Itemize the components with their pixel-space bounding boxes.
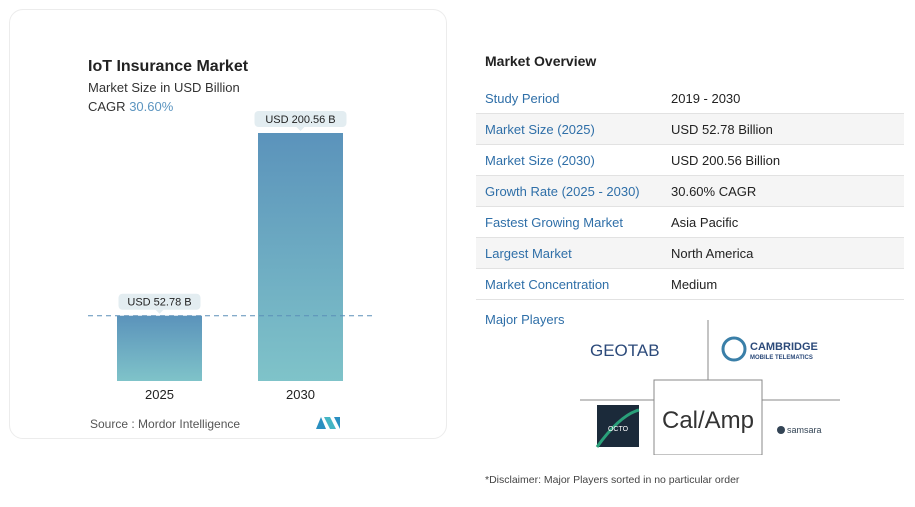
bar-2025	[117, 315, 202, 381]
data-label-pointer	[155, 309, 164, 314]
table-row: Study Period 2019 - 2030	[476, 83, 904, 114]
row-label: Growth Rate (2025 - 2030)	[485, 183, 640, 199]
row-value: 2019 - 2030	[671, 90, 741, 106]
cagr: CAGR 30.60%	[88, 99, 173, 114]
major-players-logos: GEOTAB CAMBRIDGE MOBILE TELEMATICS OCTO …	[580, 320, 840, 456]
major-players-label: Major Players	[485, 312, 565, 327]
data-label-bg	[118, 293, 201, 310]
octo-logo: OCTO	[608, 426, 629, 433]
data-label-pointer	[296, 127, 305, 131]
overview-title: Market Overview	[485, 53, 597, 69]
row-value: USD 200.56 Billion	[671, 152, 781, 168]
table-row: Market Size (2030) USD 200.56 Billion	[476, 145, 904, 176]
calamp-logo: Cal/Amp	[662, 407, 754, 434]
source-text: Source : Mordor Intelligence	[90, 417, 241, 431]
data-label-bg	[254, 111, 347, 127]
mordor-logo-icon	[316, 417, 340, 429]
bar-2030	[258, 133, 343, 381]
bar-chart: USD 52.78 B 2025 USD 200.56 B 2030	[88, 111, 375, 402]
row-label: Market Size (2025)	[485, 121, 595, 137]
x-tick-label: 2025	[145, 387, 174, 402]
samsara-logo: samsara	[787, 425, 822, 435]
chart-title: IoT Insurance Market	[88, 58, 249, 75]
row-label: Largest Market	[485, 245, 572, 261]
row-value: Asia Pacific	[671, 214, 739, 230]
cagr-label: CAGR	[88, 99, 126, 114]
cagr-value: 30.60%	[129, 99, 174, 114]
data-label: USD 200.56 B	[265, 114, 335, 126]
x-tick-label: 2030	[286, 387, 315, 402]
table-row: Market Concentration Medium	[476, 269, 904, 300]
overview-table: Study Period 2019 - 2030 Market Size (2025…	[476, 83, 904, 300]
row-value: North America	[671, 245, 754, 261]
table-row: Largest Market North America	[476, 238, 904, 269]
table-row: Growth Rate (2025 - 2030) 30.60% CAGR	[476, 176, 904, 207]
geotab-logo: GEOTAB	[590, 341, 660, 360]
chart-card	[9, 9, 447, 439]
data-label: USD 52.78 B	[127, 297, 191, 309]
row-label: Market Concentration	[485, 276, 610, 292]
table-row: Fastest Growing Market Asia Pacific	[476, 207, 904, 238]
cambridge-logo: CAMBRIDGE	[750, 341, 818, 353]
row-label: Fastest Growing Market	[485, 214, 623, 230]
chart-subtitle: Market Size in USD Billion	[88, 80, 240, 95]
disclaimer: *Disclaimer: Major Players sorted in no …	[485, 474, 740, 486]
row-value: 30.60% CAGR	[671, 183, 757, 199]
row-value: Medium	[671, 276, 718, 292]
row-value: USD 52.78 Billion	[671, 121, 773, 137]
row-label: Market Size (2030)	[485, 152, 595, 168]
row-label: Study Period	[485, 90, 560, 106]
svg-text:MOBILE TELEMATICS: MOBILE TELEMATICS	[750, 355, 813, 361]
table-row: Market Size (2025) USD 52.78 Billion	[476, 114, 904, 145]
